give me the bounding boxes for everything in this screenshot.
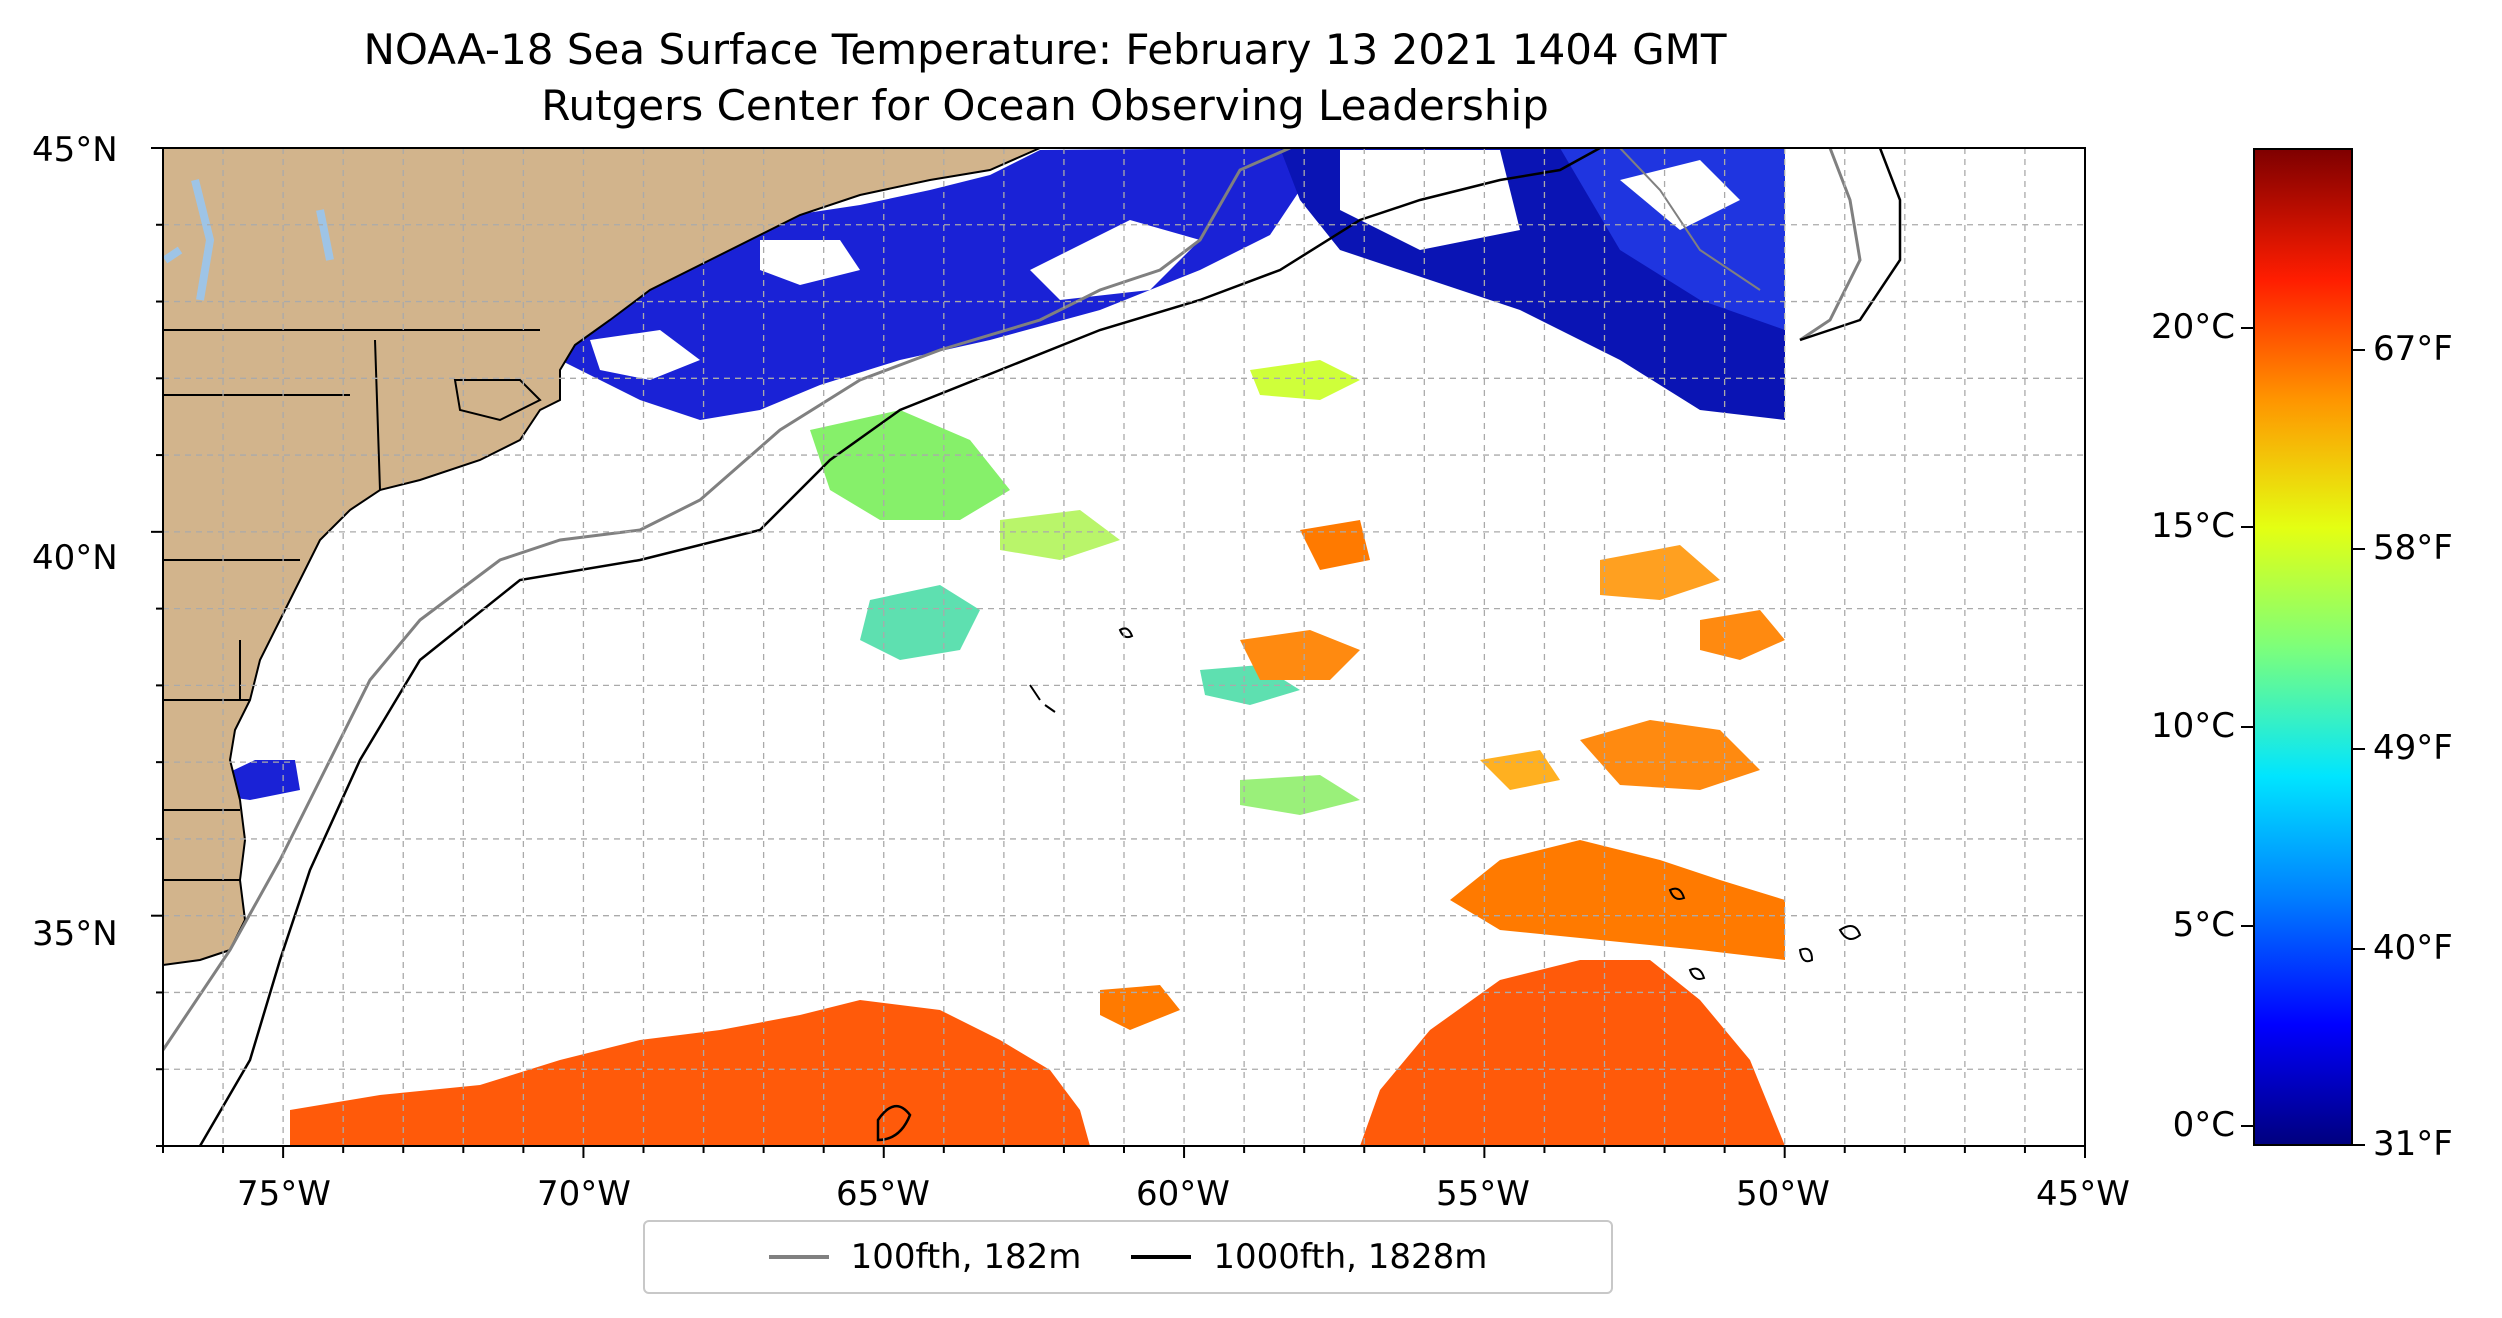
map-legend: 100fth, 182m 1000fth, 1828m (643, 1220, 1613, 1294)
colorbar-fahrenheit-tick (2353, 947, 2365, 950)
colorbar-celsius-tick (2241, 725, 2253, 728)
colorbar-celsius-tick (2241, 526, 2253, 529)
colorbar-celsius-label: 5°C (2172, 905, 2235, 946)
legend-label: 100fth, 182m (850, 1237, 1082, 1277)
colorbar-celsius-label: 10°C (2150, 705, 2235, 746)
colorbar-fahrenheit-tick (2353, 1144, 2365, 1146)
colorbar-celsius-tick (2241, 1125, 2253, 1128)
colorbar-celsius-tick (2241, 925, 2253, 928)
bathymetry-1000fth (198, 148, 1902, 1146)
x-tick-label: 55°W (1436, 1174, 1530, 1214)
x-tick-label: 50°W (1736, 1174, 1830, 1214)
colorbar-fahrenheit-label: 49°F (2373, 728, 2453, 769)
colorbar-fahrenheit-tick (2353, 548, 2365, 551)
axis-ticks (151, 147, 2086, 1158)
colorbar-fahrenheit-label: 67°F (2373, 328, 2453, 369)
colorbar-celsius-label: 15°C (2150, 506, 2235, 547)
y-tick-label: 40°N (32, 538, 118, 578)
colorbar-fahrenheit-label: 58°F (2373, 528, 2453, 569)
y-tick-label: 35°N (32, 914, 118, 954)
colorbar-fahrenheit-tick (2353, 748, 2365, 751)
x-tick-label: 65°W (836, 1174, 930, 1214)
x-tick-label: 45°W (2036, 1174, 2130, 1214)
temperature-colorbar (2253, 148, 2353, 1146)
colorbar-fahrenheit-label: 31°F (2373, 1124, 2453, 1164)
legend-swatch-1000fth (1131, 1255, 1192, 1259)
colorbar-fahrenheit-tick (2353, 348, 2365, 351)
sst-warm-region (290, 520, 1785, 1146)
map-subtitle: Rutgers Center for Ocean Observing Leade… (541, 81, 1549, 130)
legend-item: 1000fth, 1828m (1131, 1237, 1487, 1277)
colorbar-celsius-tick (2241, 326, 2253, 329)
legend-swatch-100fth (768, 1255, 829, 1259)
x-tick-label: 70°W (537, 1174, 631, 1214)
graticule (163, 148, 2085, 1146)
colorbar-celsius-label: 20°C (2150, 306, 2235, 347)
x-tick-label: 75°W (237, 1174, 331, 1214)
legend-item: 100fth, 182m (768, 1237, 1082, 1277)
bathymetry-100fth (163, 148, 1862, 1051)
colorbar-fahrenheit-label: 40°F (2373, 927, 2453, 968)
y-tick-label: 45°N (32, 130, 118, 170)
legend-label: 1000fth, 1828m (1213, 1237, 1488, 1277)
map-title: NOAA-18 Sea Surface Temperature: Februar… (363, 25, 1727, 74)
colorbar-celsius-label: 0°C (2172, 1105, 2235, 1146)
x-tick-label: 60°W (1136, 1174, 1230, 1214)
